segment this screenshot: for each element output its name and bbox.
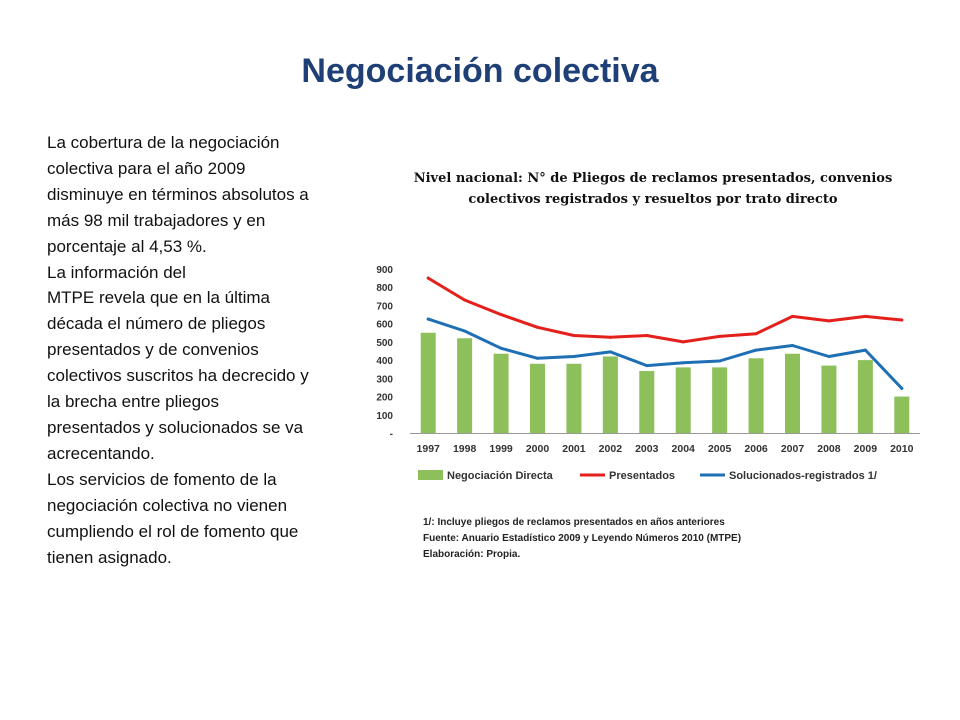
chart-credit: Elaboración: Propia. <box>423 549 521 560</box>
series-line <box>426 317 904 390</box>
x-tick-label: 1998 <box>453 443 477 455</box>
y-tick-label: 900 <box>376 265 393 276</box>
x-tick-label: 2007 <box>781 443 805 455</box>
bar <box>493 353 509 433</box>
chart-source: Fuente: Anuario Estadístico 2009 y Leyen… <box>423 533 742 544</box>
point <box>645 334 649 338</box>
x-tick-label: 2006 <box>744 443 768 455</box>
point <box>463 298 467 302</box>
point <box>499 313 503 317</box>
point <box>718 359 722 363</box>
point <box>863 348 867 352</box>
bar <box>748 358 764 433</box>
legend-label: Presentados <box>609 470 675 482</box>
x-tick-label: 2003 <box>635 443 659 455</box>
y-tick-label: 400 <box>376 356 393 367</box>
bar <box>712 367 728 433</box>
x-tick-label: 2000 <box>526 443 550 455</box>
bar <box>566 363 582 433</box>
x-tick-label: 2009 <box>854 443 878 455</box>
x-tick-label: 2002 <box>599 443 623 455</box>
x-tick-label: 2005 <box>708 443 732 455</box>
y-tick-label: 500 <box>376 338 393 349</box>
series-line <box>426 276 904 344</box>
point <box>681 361 685 365</box>
y-tick-label: 600 <box>376 320 393 331</box>
chart: - 100 200 300 400 500 600 700 800 900 1997 1998 1999… <box>376 265 920 482</box>
y-tick-label: 100 <box>376 411 393 422</box>
body-paragraph: La cobertura de la negociación colectiva… <box>47 133 309 256</box>
legend-swatch <box>418 470 443 480</box>
bar <box>602 356 618 433</box>
legend-label: Solucionados-registrados 1/ <box>729 470 877 482</box>
y-tick-label: 800 <box>376 283 393 294</box>
point <box>536 325 539 329</box>
bar <box>530 363 545 433</box>
body-paragraph: Los servicios de fomento de la negociaci… <box>47 469 299 567</box>
point <box>645 364 649 368</box>
point <box>900 386 904 390</box>
x-tick-label: 2008 <box>817 443 841 455</box>
y-tick-label: 700 <box>376 301 393 312</box>
chart-title: Nivel nacional: N° de Pliegos de reclamo… <box>413 171 893 207</box>
point <box>681 340 685 344</box>
point <box>463 329 467 333</box>
bar <box>821 365 837 433</box>
bar <box>457 338 473 433</box>
x-tick-label: 2010 <box>890 443 914 455</box>
point <box>754 348 758 352</box>
bar <box>894 396 910 433</box>
legend-label: Negociación Directa <box>447 470 554 482</box>
point <box>572 354 576 358</box>
bar <box>857 360 873 433</box>
point <box>426 317 430 321</box>
bar <box>675 367 691 433</box>
slide-title: Negociación colectiva <box>301 52 659 90</box>
bar <box>639 371 655 433</box>
y-tick-label: 200 <box>376 393 393 404</box>
point <box>572 334 576 338</box>
bar <box>785 353 800 433</box>
bar <box>420 332 436 433</box>
x-tick-label: 1997 <box>417 443 441 455</box>
chart-notes: 1/: Incluye pliegos de reclamos presenta… <box>423 515 741 563</box>
y-tick-label: - <box>390 429 393 440</box>
x-tick-label: 2001 <box>562 443 586 455</box>
point <box>827 354 831 358</box>
point <box>608 335 612 339</box>
point <box>499 346 503 350</box>
body-paragraph: La información del <box>47 262 186 282</box>
y-tick-label: 300 <box>376 374 393 385</box>
chart-footnote: 1/: Incluye pliegos de reclamos presenta… <box>423 517 725 528</box>
point <box>863 314 867 318</box>
point <box>900 318 904 322</box>
point <box>791 314 794 318</box>
body-paragraph: MTPE revela que en la última década el n… <box>47 288 309 463</box>
point <box>754 332 758 336</box>
point <box>426 276 430 280</box>
point <box>536 356 539 360</box>
point <box>791 344 794 348</box>
point <box>608 350 612 354</box>
point <box>718 334 722 338</box>
point <box>827 319 831 323</box>
body-text: La cobertura de la negociación colectiva… <box>47 130 317 570</box>
x-tick-label: 2004 <box>672 443 696 455</box>
x-tick-label: 1999 <box>489 443 513 455</box>
